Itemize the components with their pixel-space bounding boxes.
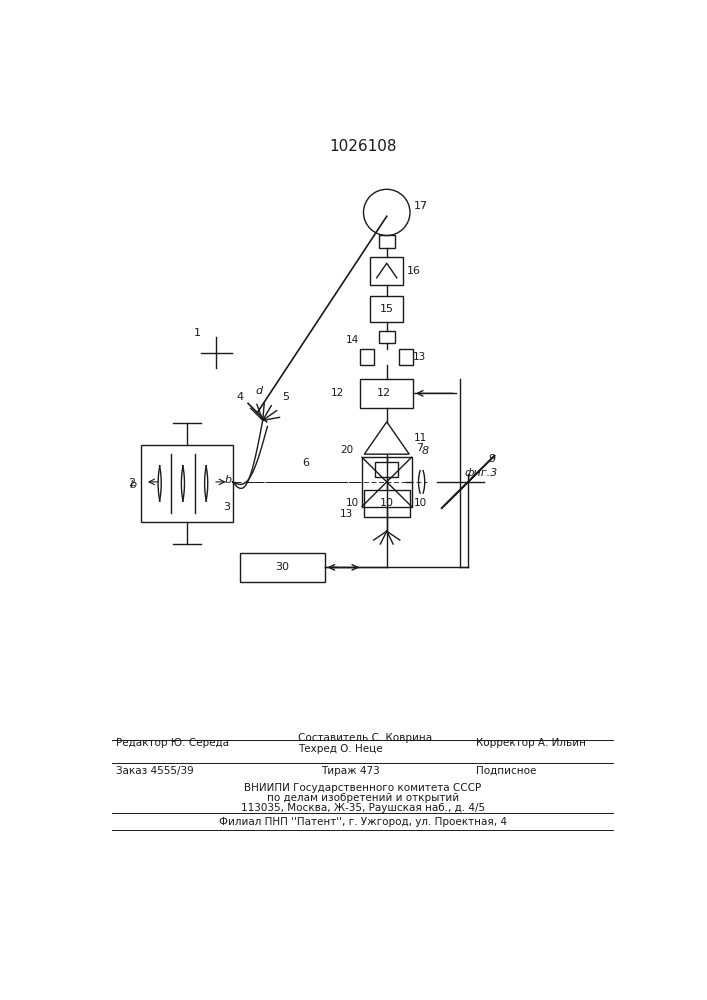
Bar bbox=[375, 462, 398, 477]
Text: Корректор А. Ильин: Корректор А. Ильин bbox=[476, 738, 586, 748]
Text: 14: 14 bbox=[346, 335, 359, 345]
Text: 12: 12 bbox=[331, 388, 344, 398]
Bar bbox=[379, 235, 395, 248]
Bar bbox=[370, 296, 403, 322]
Text: 7: 7 bbox=[416, 443, 423, 453]
Text: 11: 11 bbox=[414, 433, 427, 443]
Text: по делам изобретений и открытий: по делам изобретений и открытий bbox=[267, 793, 459, 803]
Text: Составитель С. Коврина: Составитель С. Коврина bbox=[298, 733, 432, 743]
Text: Тираж 473: Тираж 473 bbox=[321, 766, 380, 776]
Text: Подписное: Подписное bbox=[476, 766, 536, 776]
Text: Техред О. Неце: Техред О. Неце bbox=[298, 744, 382, 754]
Text: 4: 4 bbox=[237, 392, 244, 402]
Text: 10: 10 bbox=[380, 498, 394, 508]
Bar bbox=[240, 553, 325, 582]
Text: 10: 10 bbox=[346, 498, 359, 508]
Bar bbox=[399, 349, 413, 365]
Text: 8: 8 bbox=[421, 446, 428, 456]
Bar bbox=[361, 349, 374, 365]
Text: 9: 9 bbox=[488, 454, 495, 464]
Text: 113035, Москва, Ж-35, Раушская наб., д. 4/5: 113035, Москва, Ж-35, Раушская наб., д. … bbox=[240, 803, 485, 813]
Text: 1: 1 bbox=[194, 328, 201, 338]
Text: 6: 6 bbox=[302, 458, 309, 468]
Text: 1026108: 1026108 bbox=[329, 139, 397, 154]
Bar bbox=[370, 257, 403, 285]
Text: 5: 5 bbox=[283, 392, 289, 402]
Text: 30: 30 bbox=[275, 562, 289, 572]
Bar bbox=[141, 445, 233, 522]
Text: b: b bbox=[225, 475, 232, 485]
Text: 10: 10 bbox=[414, 498, 428, 508]
Bar bbox=[363, 490, 410, 517]
Bar bbox=[379, 331, 395, 343]
Bar bbox=[361, 379, 413, 408]
Text: 20: 20 bbox=[340, 445, 353, 455]
Text: Редактор Ю. Середа: Редактор Ю. Середа bbox=[115, 738, 228, 748]
Text: 13: 13 bbox=[413, 352, 426, 362]
Bar bbox=[362, 457, 411, 507]
Text: 17: 17 bbox=[414, 201, 428, 211]
Text: ВНИИПИ Государственного комитета СССР: ВНИИПИ Государственного комитета СССР bbox=[244, 783, 481, 793]
Text: 16: 16 bbox=[407, 266, 421, 276]
Text: фиг.3: фиг.3 bbox=[464, 468, 498, 478]
Text: 15: 15 bbox=[380, 304, 394, 314]
Text: 12: 12 bbox=[377, 388, 391, 398]
Text: d: d bbox=[255, 386, 262, 396]
Text: b: b bbox=[130, 480, 137, 490]
Text: Филиал ПНП ''Патент'', г. Ужгород, ул. Проектная, 4: Филиал ПНП ''Патент'', г. Ужгород, ул. П… bbox=[218, 817, 507, 827]
Text: 3: 3 bbox=[223, 502, 230, 512]
Text: 13: 13 bbox=[340, 509, 353, 519]
Text: 2: 2 bbox=[128, 478, 135, 488]
Text: Заказ 4555/39: Заказ 4555/39 bbox=[115, 766, 193, 776]
